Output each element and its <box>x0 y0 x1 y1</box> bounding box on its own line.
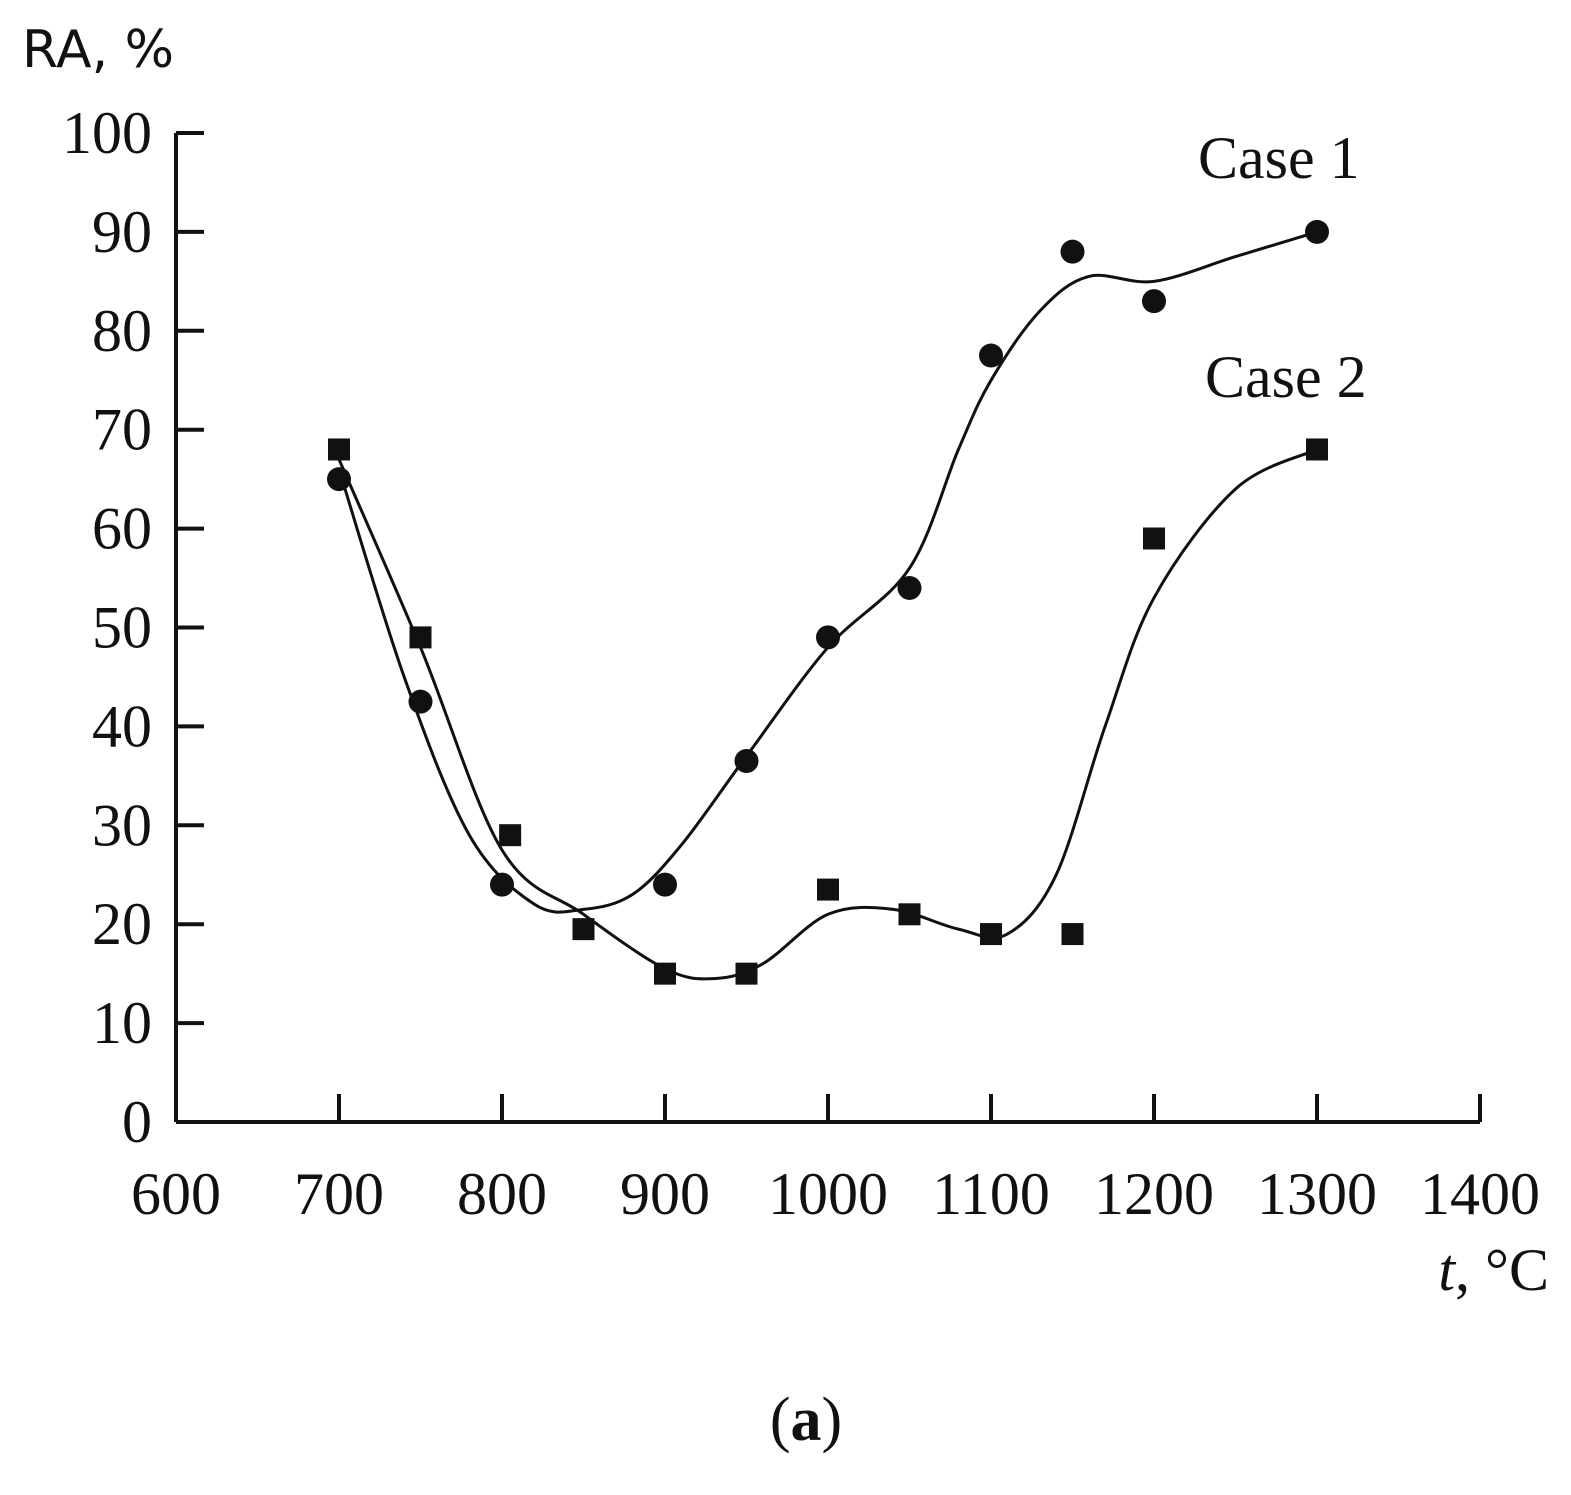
data-point-case-1 <box>653 872 677 897</box>
data-point-case-2 <box>654 962 676 985</box>
y-tick-label: 30 <box>92 792 152 858</box>
data-point-case-2 <box>1061 923 1084 946</box>
data-point-case-1 <box>816 625 840 650</box>
data-point-case-2 <box>1143 527 1165 550</box>
data-point-case-1 <box>1305 219 1329 244</box>
data-point-case-1 <box>408 689 433 714</box>
data-point-case-2 <box>328 438 350 461</box>
panel-label-open-paren: ( <box>770 1386 791 1454</box>
y-tick-label: 20 <box>92 891 152 957</box>
data-point-case-2 <box>817 878 839 901</box>
x-tick-label: 800 <box>457 1161 547 1227</box>
y-tick-label: 90 <box>92 199 152 265</box>
data-point-case-2 <box>980 923 1002 946</box>
x-tick-label: 600 <box>131 1161 221 1227</box>
data-point-case-1 <box>327 467 351 492</box>
x-tick-label: 1300 <box>1257 1161 1377 1227</box>
data-point-case-2 <box>898 903 921 926</box>
data-point-case-1 <box>1142 289 1166 314</box>
series-curve-case-1 <box>337 230 1318 914</box>
y-tick-label: 50 <box>92 595 152 661</box>
data-point-case-2 <box>499 824 522 847</box>
x-axis-label-unit: , °C <box>1455 1237 1549 1303</box>
series-curves <box>337 230 1318 981</box>
series-label-case-1: Case 1 <box>1198 125 1360 191</box>
series-markers <box>327 219 1329 985</box>
x-tick-label: 700 <box>294 1161 384 1227</box>
x-tick-label: 900 <box>620 1161 710 1227</box>
data-point-case-1 <box>734 749 759 774</box>
panel-label-letter: a <box>791 1386 822 1454</box>
x-axis-label-variable: t <box>1438 1237 1456 1303</box>
x-tick-label: 1200 <box>1094 1161 1214 1227</box>
series-curve-case-2 <box>337 448 1318 981</box>
y-tick-label: 10 <box>92 990 152 1056</box>
y-tick-label: 70 <box>92 397 152 463</box>
data-point-case-1 <box>897 575 922 600</box>
x-tick-label: 1000 <box>768 1161 888 1227</box>
y-tick-label: 40 <box>92 693 152 759</box>
data-point-case-1 <box>1060 239 1085 264</box>
data-point-case-2 <box>1306 438 1328 461</box>
x-axis-label: t, °C <box>1438 1237 1549 1303</box>
y-tick-label: 100 <box>62 100 152 166</box>
y-axis-label: RA, % <box>22 20 174 80</box>
panel-label-close-paren: ) <box>822 1386 843 1454</box>
x-ticks: 600 700 800 900 1000 1100 1200 1300 1400 <box>131 1094 1540 1227</box>
data-point-case-2 <box>735 962 758 985</box>
data-point-case-1 <box>979 343 1003 368</box>
y-tick-label: 0 <box>122 1089 152 1155</box>
data-point-case-1 <box>490 872 514 897</box>
data-point-case-2 <box>572 918 595 941</box>
series-label-case-2: Case 2 <box>1205 344 1367 410</box>
y-ticks: 0 10 20 30 40 50 60 70 80 90 100 <box>62 100 204 1155</box>
x-tick-label: 1400 <box>1420 1161 1540 1227</box>
data-point-case-2 <box>409 626 432 649</box>
x-tick-label: 1100 <box>932 1161 1050 1227</box>
y-tick-label: 60 <box>92 496 152 562</box>
y-tick-label: 80 <box>92 298 152 364</box>
panel-label: (a) <box>770 1386 842 1454</box>
